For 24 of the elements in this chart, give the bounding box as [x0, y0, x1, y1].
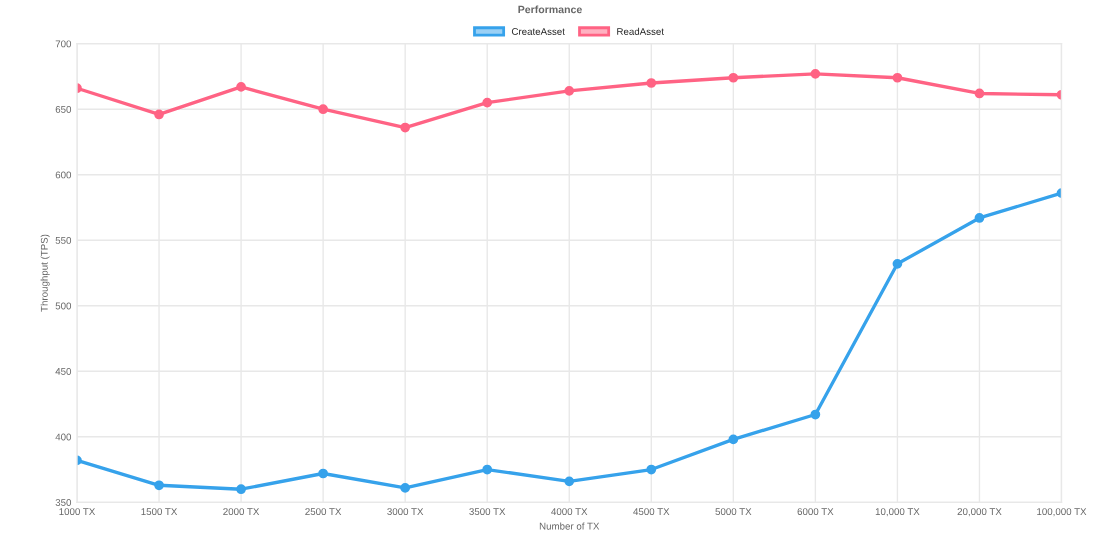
point — [974, 88, 985, 99]
point — [646, 78, 657, 88]
point — [400, 122, 411, 133]
point — [892, 258, 903, 269]
point — [810, 409, 821, 420]
point — [482, 97, 493, 108]
line-series — [77, 68, 1062, 133]
point — [810, 68, 821, 79]
point — [728, 72, 739, 83]
point — [154, 109, 164, 120]
point — [318, 104, 328, 115]
point — [564, 476, 575, 487]
point — [728, 434, 739, 445]
point — [892, 72, 903, 83]
point — [974, 213, 985, 223]
point — [482, 464, 493, 475]
point — [154, 480, 164, 491]
line-series — [77, 188, 1062, 495]
point — [236, 484, 246, 495]
point — [318, 468, 328, 479]
point — [564, 85, 575, 96]
point — [646, 464, 657, 475]
point — [236, 82, 246, 92]
point — [400, 483, 411, 493]
